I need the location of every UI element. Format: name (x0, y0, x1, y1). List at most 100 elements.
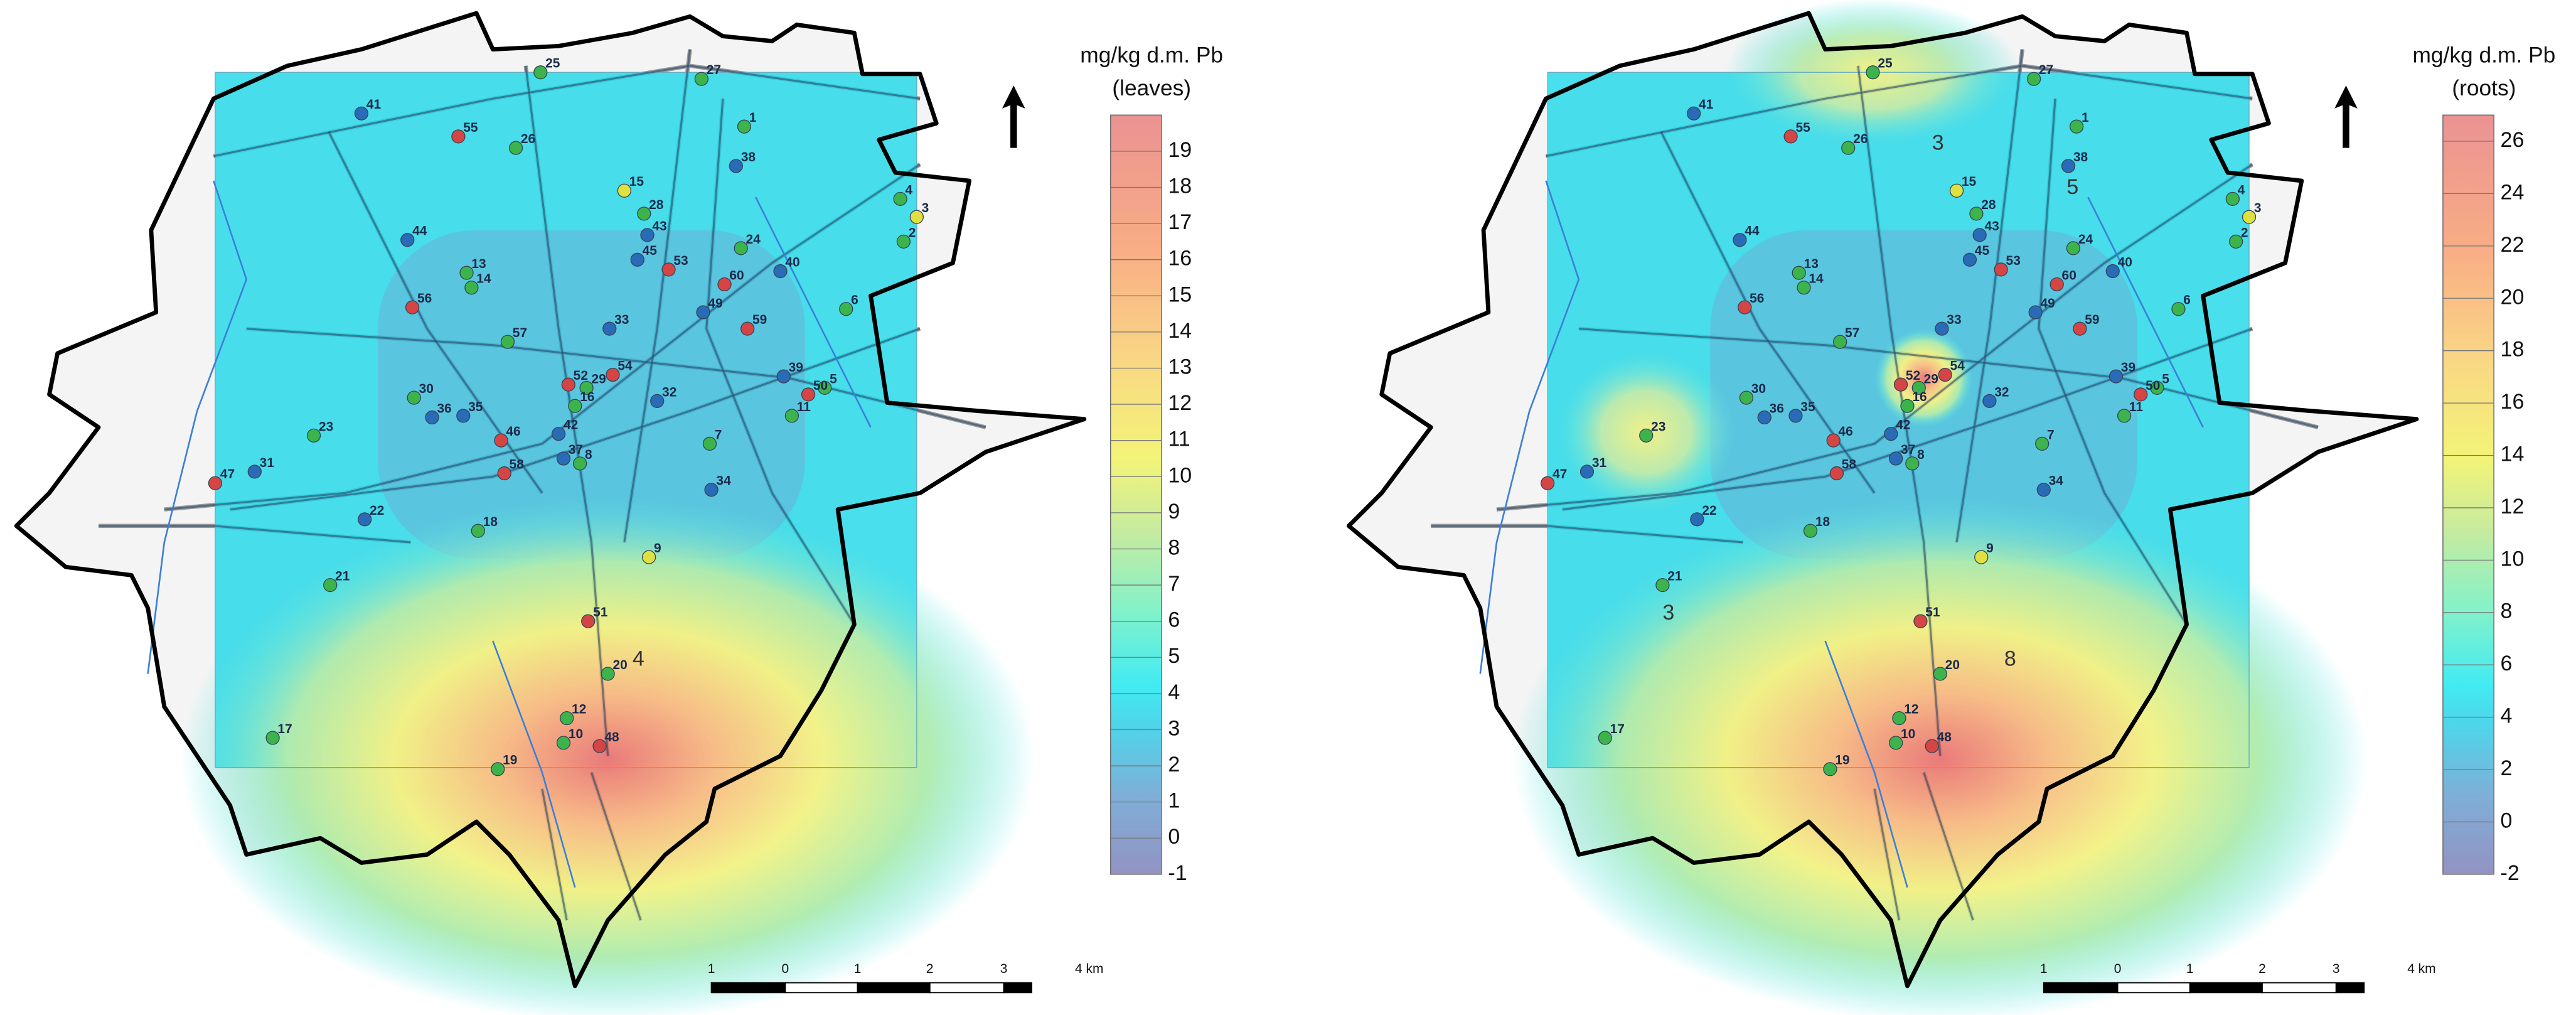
site-label: 48 (604, 730, 619, 744)
river (1824, 640, 1908, 888)
site-label: 57 (1845, 326, 1859, 340)
site-label: 8 (585, 448, 592, 462)
site-label: 21 (1667, 569, 1682, 584)
sample-site (1884, 427, 1898, 441)
sample-site (694, 72, 709, 86)
site-label: 4 (2238, 183, 2245, 197)
sample-site (1994, 262, 2008, 277)
sample-site (2134, 387, 2148, 402)
site-label: 26 (1853, 132, 1868, 146)
sample-site (1866, 65, 1880, 80)
sample-site (696, 305, 710, 320)
site-label: 7 (715, 427, 722, 442)
scale-bar-label: 1 (2186, 962, 2194, 976)
sample-site (491, 762, 505, 776)
sample-site (1935, 321, 1949, 336)
sample-site (2171, 302, 2186, 316)
road-overlay (1431, 525, 1743, 544)
site-label: 25 (545, 56, 560, 71)
sample-site (702, 436, 717, 451)
site-label: 27 (707, 63, 721, 77)
site-label: 53 (673, 254, 688, 268)
interpolated-surface (181, 72, 1035, 1015)
sample-site (2070, 119, 2084, 134)
sample-site (818, 380, 832, 395)
colorbar-tick-label: 12 (2501, 495, 2525, 518)
scale-bar-label: 4 km (1075, 962, 1103, 976)
sample-site (637, 207, 651, 221)
colorbar-tick-label: 0 (1168, 825, 1180, 849)
site-label: 6 (851, 293, 858, 308)
road-overlay (99, 525, 411, 544)
colorbar-tick-label: 2 (2501, 756, 2513, 780)
sample-site (640, 228, 655, 242)
colorbar-tick-label: 8 (2501, 599, 2513, 623)
site-label: 31 (1592, 456, 1607, 470)
site-label: 19 (503, 753, 517, 768)
sample-site (717, 277, 732, 292)
site-label: 23 (319, 419, 333, 434)
site-label: 51 (1925, 605, 1940, 620)
site-label: 22 (370, 503, 384, 518)
colorbar-tick-label: 0 (2501, 808, 2513, 832)
river (147, 180, 248, 674)
scale-bar-label: 1 (708, 962, 715, 976)
sample-site (581, 614, 596, 628)
site-label: 5 (830, 372, 837, 386)
sample-site (896, 234, 911, 249)
river (755, 196, 872, 428)
sample-site (1797, 281, 1811, 295)
colorbar-tick-label: 13 (1168, 355, 1192, 379)
district-boundary (1346, 11, 2419, 989)
sample-site (1803, 524, 1818, 538)
site-label: 58 (1842, 457, 1856, 471)
colorbar-tick-label: 1 (1168, 789, 1180, 813)
sample-site (1962, 252, 1977, 267)
site-label: 42 (1896, 418, 1910, 432)
sample-site (1969, 207, 1984, 221)
sample-site (704, 483, 719, 497)
contour-label: 3 (1662, 601, 1674, 625)
contour-label: 4 (633, 647, 644, 670)
sample-site (650, 394, 665, 408)
sample-site (1889, 451, 1903, 466)
sample-site (1833, 335, 1847, 349)
site-label: 35 (468, 400, 483, 414)
site-label: 16 (1912, 390, 1927, 404)
scale-bar-label: 2 (2258, 962, 2266, 976)
site-label: 55 (1795, 121, 1810, 135)
north-arrow (2334, 85, 2358, 148)
road-overlay (705, 99, 855, 625)
site-label: 41 (1699, 97, 1714, 112)
site-label: 57 (513, 326, 527, 340)
sample-site (464, 281, 479, 295)
colorbar-tick-label: 2 (1168, 753, 1180, 776)
site-label: 19 (1835, 753, 1849, 768)
scale-bar-label: 3 (1000, 962, 1008, 976)
sample-site (560, 711, 574, 726)
colorbar-tick-label: -1 (1168, 861, 1187, 885)
sample-site (579, 380, 594, 395)
site-label: 35 (1800, 400, 1815, 414)
colorbar-tick-label: 9 (1168, 500, 1180, 524)
site-label: 26 (521, 132, 535, 146)
map-panel: 425 2741552613815284343224404413144553605… (14, 11, 1223, 1015)
site-label: 24 (746, 232, 761, 247)
sample-site (592, 739, 607, 753)
site-label: 20 (613, 658, 628, 672)
site-label: 46 (1839, 424, 1853, 439)
sample-site (2150, 380, 2164, 395)
site-label: 33 (614, 313, 629, 327)
sample-site (773, 264, 788, 279)
colorbar-tick-label: 16 (1168, 247, 1192, 271)
colorbar-tick-label: 24 (2501, 180, 2525, 204)
site-label: 46 (506, 424, 520, 439)
site-label: 14 (1809, 272, 1824, 286)
colorbar-tick-label: 19 (1168, 138, 1192, 162)
site-label: 9 (654, 541, 661, 556)
scale-bar-segment (784, 982, 858, 994)
scale-bar-segment (2262, 982, 2337, 994)
sample-site (1757, 410, 1772, 425)
scale-bar-label: 2 (926, 962, 934, 976)
